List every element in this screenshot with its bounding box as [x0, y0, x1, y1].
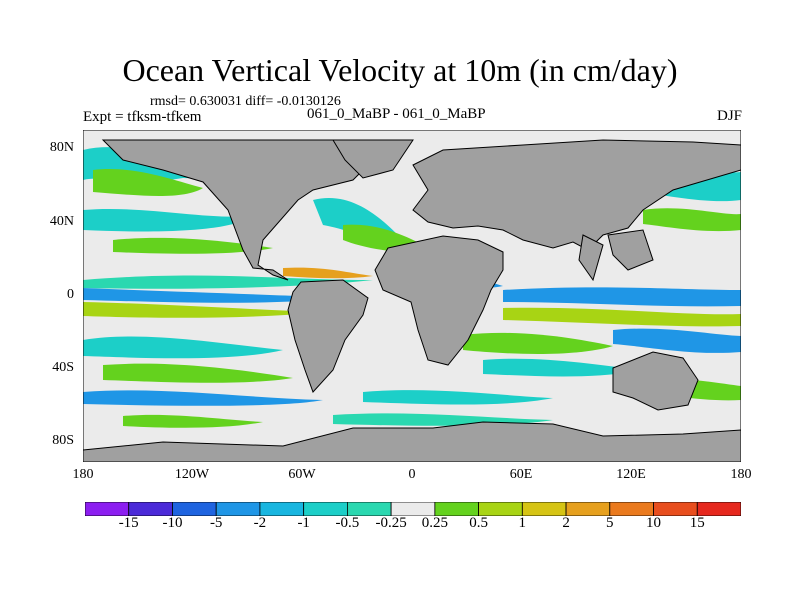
colorbar-segment [128, 502, 173, 516]
colorbar-segment [172, 502, 217, 516]
case-names: 061_0_MaBP - 061_0_MaBP [307, 106, 486, 122]
colorbar-segment [346, 502, 392, 516]
land-southeast-asia [607, 229, 654, 271]
lon-label: 180 [730, 467, 752, 482]
colorbar-label: -10 [162, 515, 183, 531]
land-india [578, 234, 604, 282]
season-label: DJF [716, 108, 742, 124]
colorbar [85, 502, 741, 516]
lat-label: 40N [49, 214, 74, 229]
lat-label: 0 [67, 287, 74, 302]
lon-label: 60E [509, 467, 533, 482]
colorbar-segment [609, 502, 654, 516]
colorbar-label: 5 [606, 515, 614, 531]
colorbar-label: 10 [646, 515, 661, 531]
colorbar-label: -2 [253, 515, 267, 531]
colorbar-label: 0.25 [421, 515, 449, 531]
land-south-america [287, 279, 369, 393]
land-australia [612, 351, 699, 411]
lat-label: 80N [49, 140, 74, 155]
land-north-america [101, 139, 374, 281]
velocity-patch [83, 336, 283, 359]
lat-label: 40S [52, 360, 74, 375]
lon-label: 0 [408, 467, 416, 482]
colorbar-label: 1 [518, 515, 527, 531]
rmsd-diff-stats: rmsd= 0.630031 diff= -0.0130126 [150, 94, 341, 109]
colorbar-label: 0.5 [469, 515, 488, 531]
velocity-patch [103, 363, 293, 383]
land-africa [374, 235, 504, 366]
colorbar-label: 2 [562, 515, 570, 531]
colorbar-segment [85, 502, 130, 516]
colorbar-segment [259, 502, 305, 516]
plot-title: Ocean Vertical Velocity at 10m (in cm/da… [122, 52, 678, 88]
velocity-patch [363, 390, 553, 405]
land-greenland [332, 139, 414, 179]
velocity-patch [643, 208, 741, 232]
colorbar-segment [696, 502, 741, 516]
velocity-patch [83, 288, 343, 303]
velocity-patch [93, 169, 203, 196]
lon-label: 120E [616, 467, 646, 482]
colorbar-segment [565, 502, 611, 516]
colorbar-segment [478, 502, 523, 516]
colorbar-segment [215, 502, 261, 516]
velocity-patch [113, 237, 273, 254]
colorbar-label: -0.25 [375, 515, 407, 531]
velocity-patch [83, 302, 323, 318]
lon-label: 60W [288, 467, 316, 482]
colorbar-segment [390, 502, 436, 516]
land-masses [83, 139, 741, 462]
velocity-patch [283, 267, 373, 279]
velocity-patch [613, 328, 741, 353]
lon-label: 180 [72, 467, 94, 482]
colorbar-label: -0.5 [335, 515, 360, 531]
velocity-patch [123, 414, 263, 428]
velocity-patch [83, 208, 253, 232]
colorbar-segment [303, 502, 348, 516]
colorbar-label: -15 [118, 515, 139, 531]
experiment-label: Expt = tfksm-tfkem [83, 109, 202, 125]
land-antarctica [83, 421, 741, 462]
colorbar-label: 15 [689, 515, 705, 531]
velocity-patch [463, 332, 613, 354]
lat-label: 80S [52, 433, 74, 448]
velocity-patch [483, 358, 643, 377]
velocity-patch [503, 287, 741, 307]
colorbar-segment [653, 502, 698, 516]
colorbar-label: -5 [209, 515, 223, 531]
velocity-patch [503, 307, 741, 327]
velocity-patch [83, 390, 323, 406]
colorbar-label: -1 [297, 515, 310, 531]
colorbar-segment [521, 502, 567, 516]
colorbar-segment [434, 502, 479, 516]
lon-label: 120W [174, 467, 210, 482]
ocean-velocity-map [83, 130, 741, 462]
